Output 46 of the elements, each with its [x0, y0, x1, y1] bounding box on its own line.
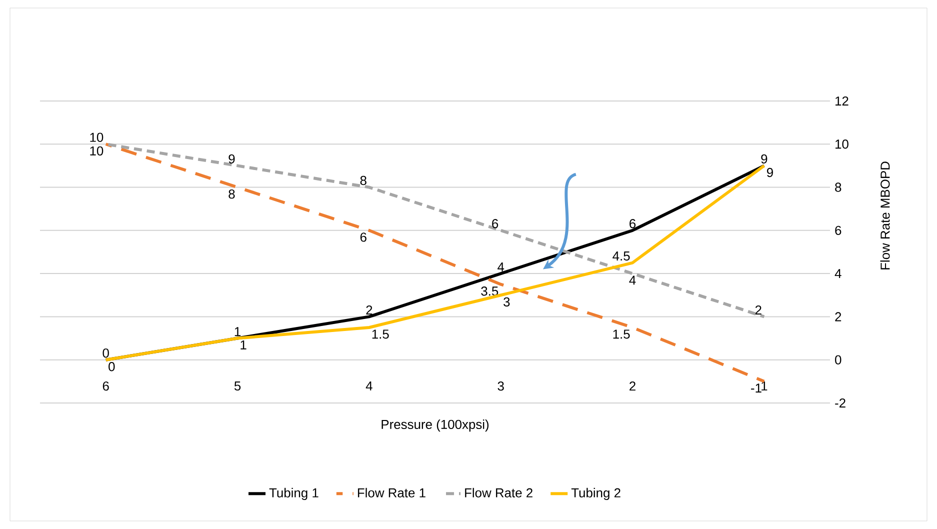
y-tick-label: 2: [835, 312, 842, 322]
y-tick-label: 10: [836, 140, 848, 149]
data-label: 9: [761, 154, 768, 164]
line-series: [104, 164, 766, 362]
data-label: 4.5: [612, 252, 630, 261]
line-series: [104, 142, 766, 383]
data-label: 1: [234, 327, 240, 336]
data-label: 4: [498, 262, 504, 272]
data-label: 9: [228, 154, 235, 164]
y-tick-label: 12: [836, 96, 848, 106]
data-label: 1.5: [372, 330, 389, 339]
data-label: -1: [751, 384, 762, 393]
data-label: 6: [630, 219, 636, 228]
legend-label: Flow Rate 2: [465, 488, 532, 498]
legend-label: Tubing 1: [269, 488, 318, 500]
data-label: 1: [240, 340, 246, 350]
x-tick-label: 6: [102, 382, 109, 391]
y-tick-label: 0: [835, 355, 842, 364]
x-tick-label: 4: [366, 382, 372, 390]
data-label: 2: [755, 305, 762, 314]
x-axis-title: Pressure (100xpsi): [382, 419, 489, 432]
legend-label: Flow Rate 1: [358, 488, 426, 498]
data-label: 6: [360, 232, 366, 242]
y-tick-label: 6: [835, 226, 842, 235]
y-tick-label: 8: [835, 182, 842, 192]
y-tick-label: -2: [835, 398, 846, 408]
x-tick-label: 3: [498, 382, 504, 391]
x-tick-label: 5: [234, 382, 241, 391]
data-label: 0: [108, 362, 115, 372]
legend-label: Tubing 2: [571, 488, 620, 500]
data-label: 8: [228, 189, 235, 199]
data-label: 9: [766, 168, 773, 178]
y-axis-title: Flow Rate MBOPD: [880, 162, 890, 270]
x-tick-label: 2: [630, 382, 636, 391]
data-label: 8: [360, 176, 366, 186]
data-label: 4: [629, 276, 636, 285]
data-label: 6: [492, 219, 498, 228]
data-label: 3.5: [481, 286, 498, 296]
data-label: 3: [504, 297, 510, 306]
data-label: 10: [90, 146, 104, 156]
y-tick-label: 4: [834, 269, 842, 278]
data-label: 1.5: [613, 330, 630, 339]
data-label: 0: [102, 348, 109, 358]
data-label: 2: [366, 305, 372, 314]
data-label: 10: [90, 132, 104, 142]
x-tick-label: 1: [762, 382, 768, 390]
